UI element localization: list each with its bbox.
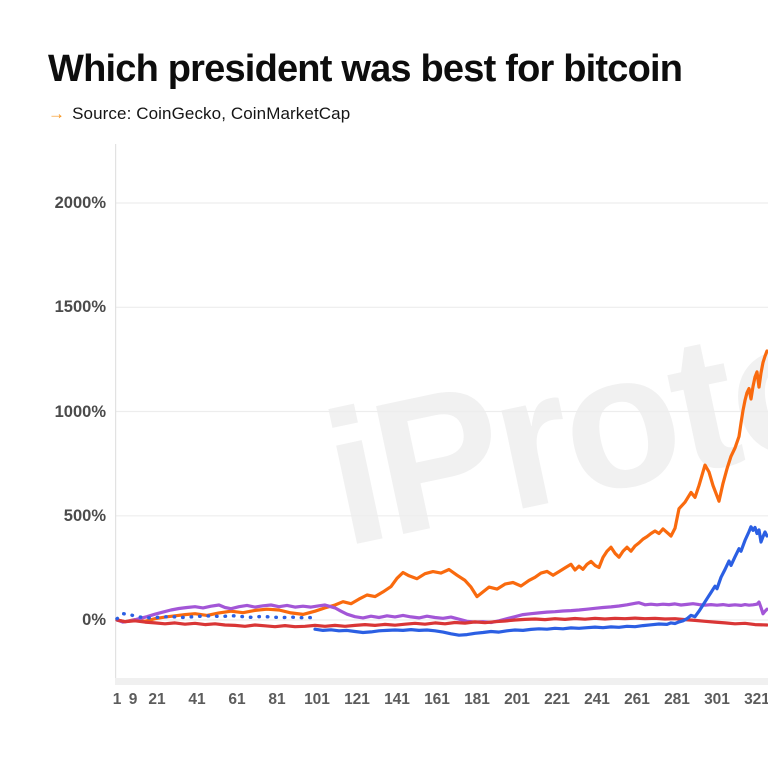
plot-area: iProto (115, 144, 768, 686)
y-axis-tick-label: 2000% (54, 194, 106, 212)
x-axis-tick-label: 121 (344, 691, 370, 708)
arrow-right-icon: → (48, 104, 66, 123)
x-axis-tick-label: 261 (624, 691, 650, 708)
series-blue-line (313, 525, 768, 637)
y-axis-tick-label: 1000% (54, 402, 106, 421)
x-axis-tick-label: 241 (584, 691, 610, 708)
line-chart-svg (115, 144, 768, 685)
x-axis-tick-label: 161 (424, 691, 450, 708)
x-axis-tick-label: 201 (504, 691, 530, 708)
x-axis-tick-label: 9 (128, 691, 138, 708)
x-axis-tick-label: 81 (268, 691, 286, 708)
series-blue-dotted-line (115, 612, 317, 621)
x-axis-tick-label: 221 (544, 691, 570, 708)
y-axis-tick-label: 500% (63, 506, 106, 525)
source-line: → Source: CoinGecko, CoinMarketCap (48, 104, 350, 124)
x-axis-tick-label: 141 (384, 691, 410, 708)
x-axis-tick-label: 61 (228, 691, 246, 708)
series-red-line (115, 616, 768, 629)
y-axis-tick-label: 0% (82, 611, 106, 629)
x-axis-tick-label: 1 (112, 691, 122, 708)
x-axis-tick-label: 301 (704, 691, 730, 708)
y-axis-tick-label: 1500% (54, 298, 106, 317)
x-axis-tick-label: 181 (464, 691, 490, 708)
source-text: Source: CoinGecko, CoinMarketCap (72, 104, 351, 123)
x-axis-tick-label: 101 (304, 691, 330, 708)
x-axis-band (115, 678, 768, 685)
series-orange-line (115, 349, 768, 624)
x-axis-tick-label: 321 (744, 691, 768, 708)
x-axis-tick-label: 21 (148, 691, 166, 708)
x-axis-tick-label: 281 (664, 691, 690, 708)
page-title: Which president was best for bitcoin (48, 50, 683, 90)
x-axis-tick-label: 41 (188, 691, 206, 708)
